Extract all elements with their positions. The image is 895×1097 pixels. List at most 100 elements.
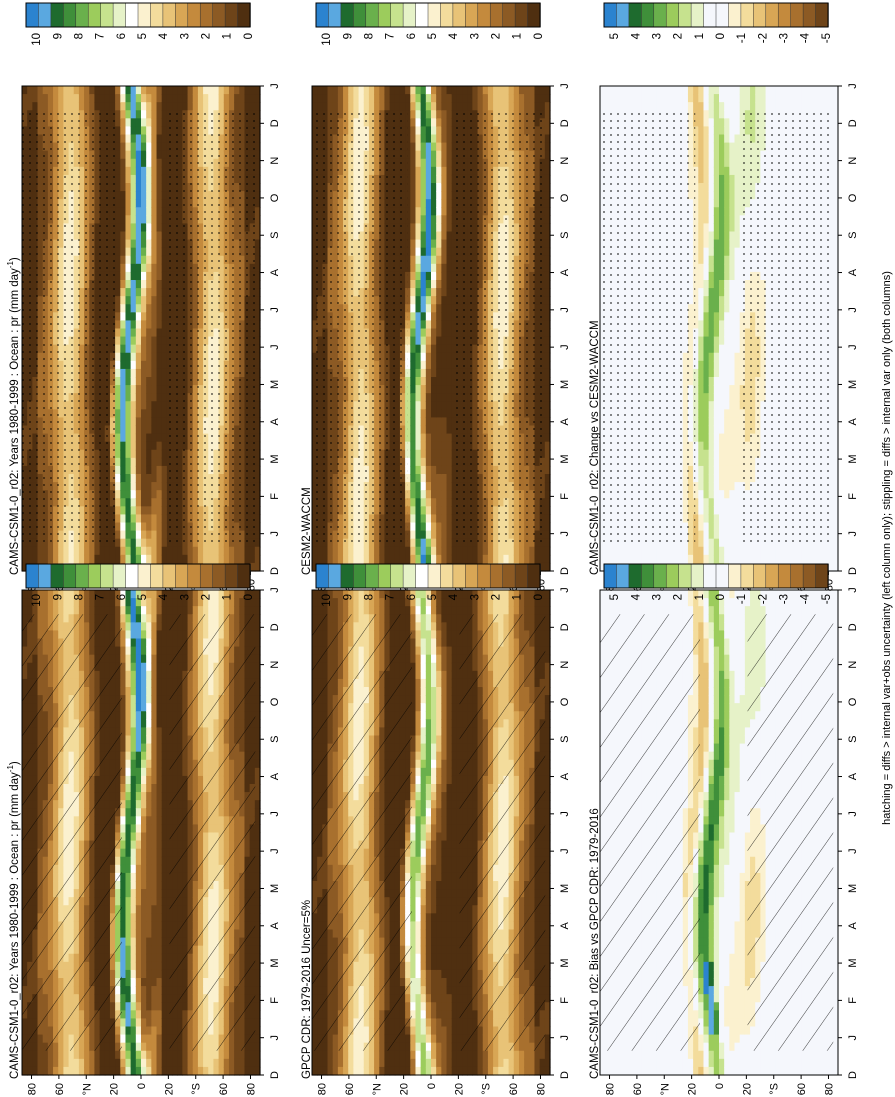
panel-title: CAMS-CSM1-0_r02: Years 1980-1999 : Ocean… [6, 761, 21, 1079]
heatmap-cell [151, 727, 158, 737]
heatmap-cell [151, 288, 158, 297]
heatmap-cell [177, 1066, 183, 1076]
heatmap-cell [125, 223, 132, 233]
heatmap-cell [120, 727, 127, 737]
heatmap-cell [32, 1050, 39, 1060]
heatmap-cell [146, 530, 152, 540]
heatmap-cell [135, 377, 142, 386]
heatmap-cell [141, 864, 147, 874]
heatmap-cell [63, 554, 70, 564]
heatmap-cell [135, 719, 142, 729]
heatmap-cell [125, 638, 132, 648]
heatmap-cell [146, 646, 152, 656]
heatmap-cell [141, 490, 147, 499]
heatmap-cell [120, 735, 127, 745]
heatmap-cell [125, 465, 132, 475]
heatmap-cell [156, 530, 163, 540]
heatmap-cell [115, 546, 121, 556]
heatmap-cell [141, 727, 147, 737]
heatmap-cell [161, 158, 168, 168]
heatmap-cell [130, 150, 137, 160]
heatmap-cell [146, 538, 152, 548]
heatmap-cell [68, 590, 75, 599]
heatmap-cell [130, 961, 137, 971]
heatmap-cell [135, 174, 142, 184]
heatmap-cell [146, 784, 152, 793]
heatmap-cell [172, 1066, 178, 1076]
heatmap-cell [146, 174, 152, 184]
heatmap-cell [141, 816, 147, 826]
heatmap-cell [161, 86, 168, 95]
heatmap-cell [146, 344, 152, 354]
heatmap-cell [151, 945, 158, 955]
heatmap-cell [115, 223, 121, 233]
heatmap-cell [244, 1050, 251, 1060]
heatmap-cell [254, 784, 261, 793]
heatmap-cell [161, 743, 168, 753]
heatmap-cell [120, 743, 127, 753]
heatmap-cell [166, 598, 173, 607]
heatmap-cell [135, 498, 142, 507]
heatmap-cell [130, 296, 137, 305]
heatmap-cell [135, 832, 142, 842]
heatmap-cell [156, 775, 163, 785]
heatmap-cell [151, 255, 158, 265]
heatmap-cell [151, 280, 158, 289]
heatmap-cell [234, 1058, 240, 1068]
heatmap-cell [125, 393, 132, 402]
heatmap-cell [135, 646, 142, 656]
heatmap-cell [141, 506, 147, 516]
heatmap-cell [115, 336, 121, 346]
heatmap-cell [156, 174, 163, 184]
title-superscript: -1 [6, 765, 15, 773]
heatmap-cell [228, 1058, 235, 1068]
heatmap-cell [156, 94, 163, 103]
heatmap-cell [135, 840, 142, 850]
heatmap-cell [151, 751, 158, 761]
heatmap-cell [182, 1058, 189, 1068]
heatmap-cell [151, 409, 158, 419]
heatmap-cell [115, 1058, 121, 1068]
heatmap-cell [151, 654, 158, 664]
heatmap-cell [125, 94, 132, 103]
heatmap-cell [135, 816, 142, 826]
heatmap-cell [135, 824, 142, 834]
heatmap-cell [141, 687, 147, 696]
heatmap-cell [125, 328, 132, 338]
heatmap-cell [151, 474, 158, 483]
heatmap-cell [254, 670, 261, 680]
heatmap-cell [156, 719, 163, 729]
heatmap-cell [146, 199, 152, 208]
heatmap-cell [151, 86, 158, 95]
heatmap-cell [254, 654, 261, 664]
heatmap-cell [99, 598, 106, 607]
heatmap-cell [146, 554, 152, 564]
heatmap-cell [130, 913, 137, 923]
heatmap-cell [141, 1050, 147, 1060]
heatmap-cell [120, 929, 127, 939]
heatmap-cell [120, 191, 127, 200]
heatmap-cell [161, 695, 168, 704]
heatmap-cell [32, 86, 39, 95]
heatmap-cell [135, 271, 142, 281]
heatmap-cell [130, 598, 137, 607]
heatmap-cell [125, 905, 132, 914]
heatmap-cell [187, 554, 194, 564]
heatmap-cell [125, 670, 132, 680]
heatmap-cell [146, 614, 152, 623]
heatmap-cell [151, 457, 158, 467]
heatmap-cell [156, 881, 163, 890]
heatmap-cell [151, 678, 158, 688]
heatmap-cell [130, 433, 137, 443]
heatmap-cell [239, 590, 246, 599]
heatmap-cell [130, 457, 137, 467]
heatmap-cell [161, 441, 168, 451]
heatmap-cell [53, 598, 59, 607]
heatmap-cell [135, 94, 142, 103]
heatmap-cell [89, 94, 96, 103]
heatmap-cell [120, 759, 127, 769]
heatmap-cell [161, 703, 168, 712]
heatmap-cell [130, 1002, 137, 1011]
heatmap-cell [249, 1050, 256, 1060]
heatmap-cell [47, 86, 54, 95]
